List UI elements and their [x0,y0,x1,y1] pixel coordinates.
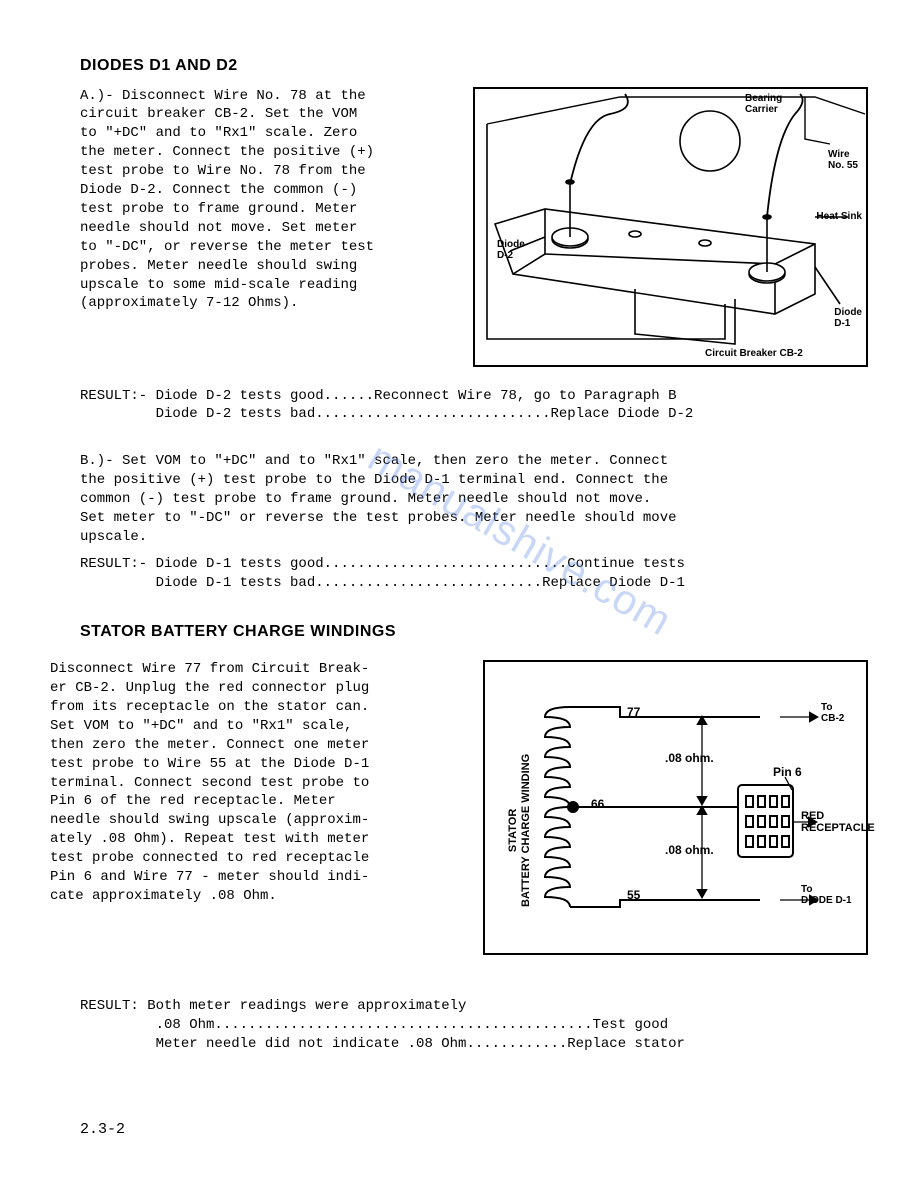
label-w66: 66 [591,798,604,811]
result-1: RESULT:- Diode D-2 tests good......Recon… [80,387,868,425]
label-w55: 55 [627,889,640,902]
label-pin6: Pin 6 [773,766,802,779]
para-c-col: Disconnect Wire 77 from Circuit Break- e… [50,660,465,906]
paragraph-a: A.)- Disconnect Wire No. 78 at the circu… [80,87,459,314]
para-a-col: A.)- Disconnect Wire No. 78 at the circu… [80,87,459,314]
label-ohm2: .08 ohm. [665,844,714,857]
result-3: RESULT: Both meter readings were approxi… [80,997,868,1054]
heading-diodes: DIODES D1 AND D2 [80,55,868,77]
heading-stator: STATOR BATTERY CHARGE WINDINGS [80,621,868,643]
label-diode-d2: Diode D-2 [497,239,525,261]
label-w77: 77 [627,706,640,719]
label-to-cb2: To CB-2 [821,702,844,724]
label-cb2: Circuit Breaker CB-2 [705,348,803,359]
label-coil: STATOR BATTERY CHARGE WINDING [507,754,532,907]
label-red-recep: RED RECEPTACLE [801,810,875,834]
diode-diagram-svg [475,89,866,365]
label-to-diode: To DIODE D-1 [801,884,852,906]
figure-2: STATOR BATTERY CHARGE WINDING 77 66 55 T… [483,660,868,955]
label-wire55: Wire No. 55 [828,149,858,171]
page-number: 2.3-2 [80,1120,125,1140]
section-a: A.)- Disconnect Wire No. 78 at the circu… [80,87,868,367]
paragraph-b: B.)- Set VOM to "+DC" and to "Rx1" scale… [80,452,868,546]
paragraph-c: Disconnect Wire 77 from Circuit Break- e… [50,660,465,906]
label-heatsink: Heat Sink [816,211,862,222]
figure-1: Bearing Carrier Wire No. 55 Heat Sink Di… [473,87,868,367]
stator-diagram-svg [485,662,866,953]
label-ohm1: .08 ohm. [665,752,714,765]
section-c: Disconnect Wire 77 from Circuit Break- e… [50,660,868,955]
label-diode-d1: Diode D-1 [834,307,862,329]
result-2: RESULT:- Diode D-1 tests good...........… [80,555,868,593]
label-bearing: Bearing Carrier [745,93,782,115]
